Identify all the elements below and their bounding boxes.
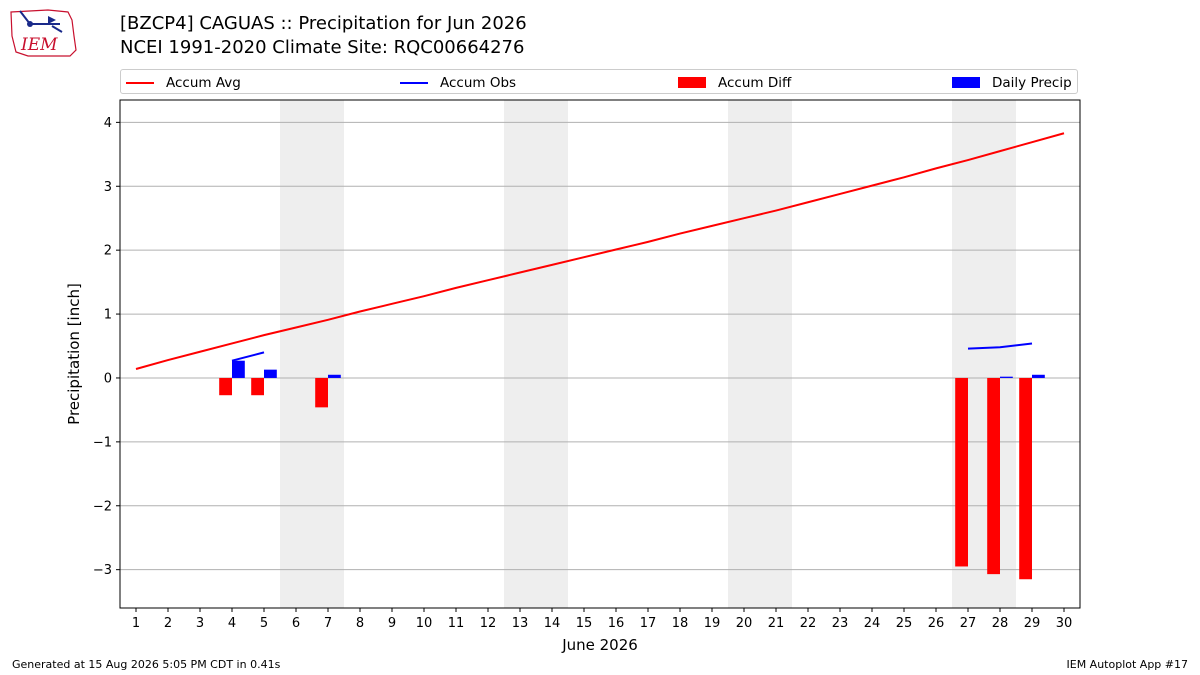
weekend-shade (280, 100, 344, 608)
legend-label-daily-precip: Daily Precip (992, 74, 1072, 91)
x-tick-label: 3 (196, 616, 204, 631)
legend-swatch-accum-diff (678, 77, 706, 88)
x-tick-label: 8 (356, 616, 364, 631)
x-axis-label: June 2026 (561, 636, 638, 654)
x-tick-label: 22 (800, 616, 817, 631)
accum-obs-line (231, 351, 265, 362)
legend-label-accum-diff: Accum Diff (718, 74, 792, 91)
legend-swatch-accum-obs (400, 81, 428, 84)
x-tick-label: 4 (228, 616, 236, 631)
y-tick-label: 4 (104, 116, 112, 131)
plot-frame (119, 99, 1081, 609)
accum-diff-bar (315, 377, 328, 408)
accum-diff-bar (987, 377, 1000, 575)
y-tick-label: −2 (93, 499, 112, 514)
x-tick-label: 19 (704, 616, 721, 631)
x-tick-label: 10 (416, 616, 433, 631)
x-tick-label: 24 (864, 616, 881, 631)
accum-diff-bar (219, 377, 232, 396)
x-tick-label: 26 (928, 616, 945, 631)
x-tick-label: 20 (736, 616, 753, 631)
accum-avg-line (135, 132, 1065, 370)
legend-item-accum-avg: Accum Avg (126, 70, 241, 95)
accum-diff-bar (955, 377, 968, 567)
accum-diff-bar (1019, 377, 1032, 580)
y-axis-label: Precipitation [inch] (65, 283, 83, 425)
x-tick-label: 5 (260, 616, 268, 631)
legend-item-accum-obs: Accum Obs (400, 70, 516, 95)
daily-precip-bar (1000, 376, 1013, 378)
y-tick-label: 0 (104, 371, 112, 386)
legend-swatch-daily-precip (952, 77, 980, 88)
x-tick-label: 9 (388, 616, 396, 631)
legend-item-daily-precip: Daily Precip (952, 70, 1072, 95)
y-tick-label: −3 (93, 563, 112, 578)
x-tick-label: 29 (1024, 616, 1041, 631)
x-tick-label: 25 (896, 616, 913, 631)
x-tick-label: 7 (324, 616, 332, 631)
daily-precip-bar (328, 374, 341, 378)
x-tick-label: 18 (672, 616, 689, 631)
legend-label-accum-avg: Accum Avg (166, 74, 241, 91)
y-tick-label: 3 (104, 180, 112, 195)
x-tick-label: 27 (960, 616, 977, 631)
weekend-shade (728, 100, 792, 608)
x-tick-label: 12 (480, 616, 497, 631)
x-tick-label: 21 (768, 616, 785, 631)
iem-logo: IEM (10, 9, 77, 57)
daily-precip-bar (1032, 374, 1045, 378)
x-tick-label: 30 (1056, 616, 1073, 631)
autoplot-app-label: IEM Autoplot App #17 (1066, 658, 1189, 671)
chart-title: [BZCP4] CAGUAS :: Precipitation for Jun … (120, 13, 527, 34)
x-tick-label: 2 (164, 616, 172, 631)
weekend-shade (504, 100, 568, 608)
x-tick-label: 6 (292, 616, 300, 631)
x-tick-label: 11 (448, 616, 465, 631)
y-tick-label: 1 (104, 308, 112, 323)
x-tick-label: 17 (640, 616, 657, 631)
legend-item-accum-diff: Accum Diff (678, 70, 791, 95)
x-tick-label: 15 (576, 616, 593, 631)
x-tick-label: 23 (832, 616, 849, 631)
accum-obs-line (967, 342, 1033, 350)
iem-logo-text: IEM (20, 35, 58, 55)
x-tick-label: 13 (512, 616, 529, 631)
x-tick-label: 1 (132, 616, 140, 631)
y-tick-label: −1 (93, 435, 112, 450)
x-tick-label: 14 (544, 616, 561, 631)
chart-subtitle: NCEI 1991-2020 Climate Site: RQC00664276 (120, 37, 525, 58)
daily-precip-bar (232, 360, 245, 378)
x-tick-label: 16 (608, 616, 625, 631)
legend-label-accum-obs: Accum Obs (440, 74, 517, 91)
legend-swatch-accum-avg (126, 81, 154, 84)
daily-precip-bar (264, 369, 277, 378)
chart-legend: Accum Avg Accum Obs Accum Diff Daily Pre… (120, 69, 1078, 94)
generated-timestamp: Generated at 15 Aug 2026 5:05 PM CDT in … (12, 658, 281, 671)
x-tick-label: 28 (992, 616, 1009, 631)
accum-diff-bar (251, 377, 264, 396)
y-tick-label: 2 (104, 244, 112, 259)
